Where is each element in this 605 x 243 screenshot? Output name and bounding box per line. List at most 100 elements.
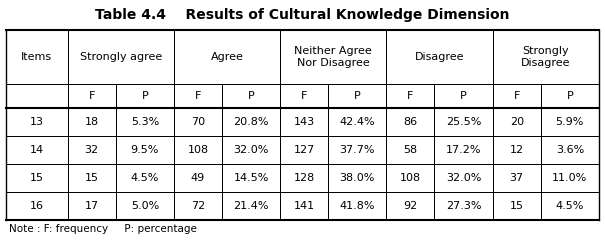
Text: 143: 143	[293, 117, 315, 127]
Text: 42.4%: 42.4%	[339, 117, 375, 127]
Bar	[280, 136, 328, 164]
Text: P: P	[247, 91, 255, 101]
Text: 92: 92	[404, 201, 417, 211]
Text: 32: 32	[85, 145, 99, 155]
Text: 13: 13	[30, 117, 44, 127]
Bar	[222, 164, 280, 192]
Text: 4.5%: 4.5%	[131, 173, 159, 183]
Bar	[541, 192, 599, 220]
Bar	[68, 136, 116, 164]
Bar	[492, 192, 541, 220]
Text: 4.5%: 4.5%	[555, 201, 584, 211]
Text: 15: 15	[30, 173, 44, 183]
Bar	[492, 136, 541, 164]
Text: 14.5%: 14.5%	[234, 173, 269, 183]
Text: Agree: Agree	[211, 52, 244, 62]
Text: 41.8%: 41.8%	[339, 201, 375, 211]
Bar	[280, 192, 328, 220]
Bar	[174, 30, 280, 84]
Bar	[541, 136, 599, 164]
Text: 86: 86	[404, 117, 417, 127]
Text: P: P	[354, 91, 361, 101]
Bar	[6, 192, 68, 220]
Text: P: P	[566, 91, 573, 101]
Text: P: P	[460, 91, 467, 101]
Text: 18: 18	[85, 117, 99, 127]
Bar	[68, 108, 116, 136]
Bar	[541, 164, 599, 192]
Bar	[280, 84, 328, 108]
Text: Disagree: Disagree	[415, 52, 464, 62]
Bar	[280, 30, 387, 84]
Bar	[328, 164, 387, 192]
Text: 25.5%: 25.5%	[446, 117, 481, 127]
Bar	[6, 30, 68, 84]
Text: 32.0%: 32.0%	[446, 173, 481, 183]
Bar	[328, 108, 387, 136]
Bar	[222, 108, 280, 136]
Text: 108: 108	[400, 173, 421, 183]
Text: 38.0%: 38.0%	[339, 173, 375, 183]
Text: F: F	[88, 91, 95, 101]
Bar	[116, 84, 174, 108]
Text: Neither Agree
Nor Disagree: Neither Agree Nor Disagree	[295, 46, 372, 68]
Bar	[492, 30, 599, 84]
Text: 127: 127	[293, 145, 315, 155]
Text: 5.0%: 5.0%	[131, 201, 159, 211]
Bar	[541, 108, 599, 136]
Bar	[68, 84, 116, 108]
Text: F: F	[407, 91, 414, 101]
Bar	[434, 84, 492, 108]
Text: 141: 141	[293, 201, 315, 211]
Bar	[174, 192, 222, 220]
Text: F: F	[195, 91, 201, 101]
Bar	[222, 84, 280, 108]
Bar	[116, 192, 174, 220]
Bar	[387, 164, 434, 192]
Text: 27.3%: 27.3%	[446, 201, 482, 211]
Text: 128: 128	[293, 173, 315, 183]
Bar	[387, 84, 434, 108]
Bar	[174, 136, 222, 164]
Bar	[434, 108, 492, 136]
Bar	[6, 136, 68, 164]
Bar	[68, 30, 174, 84]
Bar	[116, 136, 174, 164]
Text: 20.8%: 20.8%	[234, 117, 269, 127]
Text: 11.0%: 11.0%	[552, 173, 587, 183]
Text: 17: 17	[85, 201, 99, 211]
Text: 15: 15	[509, 201, 524, 211]
Bar	[434, 164, 492, 192]
Bar	[492, 164, 541, 192]
Bar	[387, 192, 434, 220]
Text: 16: 16	[30, 201, 44, 211]
Bar	[280, 108, 328, 136]
Text: 17.2%: 17.2%	[446, 145, 482, 155]
Bar	[387, 30, 492, 84]
Bar	[174, 164, 222, 192]
Bar	[6, 108, 68, 136]
Bar	[116, 108, 174, 136]
Text: Strongly agree: Strongly agree	[80, 52, 162, 62]
Text: 12: 12	[509, 145, 524, 155]
Bar	[68, 164, 116, 192]
Bar	[434, 136, 492, 164]
Bar	[387, 108, 434, 136]
Bar	[174, 108, 222, 136]
Text: F: F	[514, 91, 520, 101]
Text: 15: 15	[85, 173, 99, 183]
Text: Items: Items	[21, 52, 53, 62]
Bar	[116, 164, 174, 192]
Text: 32.0%: 32.0%	[234, 145, 269, 155]
Bar	[387, 136, 434, 164]
Text: 37.7%: 37.7%	[339, 145, 375, 155]
Text: 3.6%: 3.6%	[556, 145, 584, 155]
Bar	[280, 164, 328, 192]
Text: 14: 14	[30, 145, 44, 155]
Text: 5.3%: 5.3%	[131, 117, 159, 127]
Bar	[328, 84, 387, 108]
Text: 5.9%: 5.9%	[555, 117, 584, 127]
Text: F: F	[301, 91, 307, 101]
Bar	[328, 136, 387, 164]
Bar	[492, 108, 541, 136]
